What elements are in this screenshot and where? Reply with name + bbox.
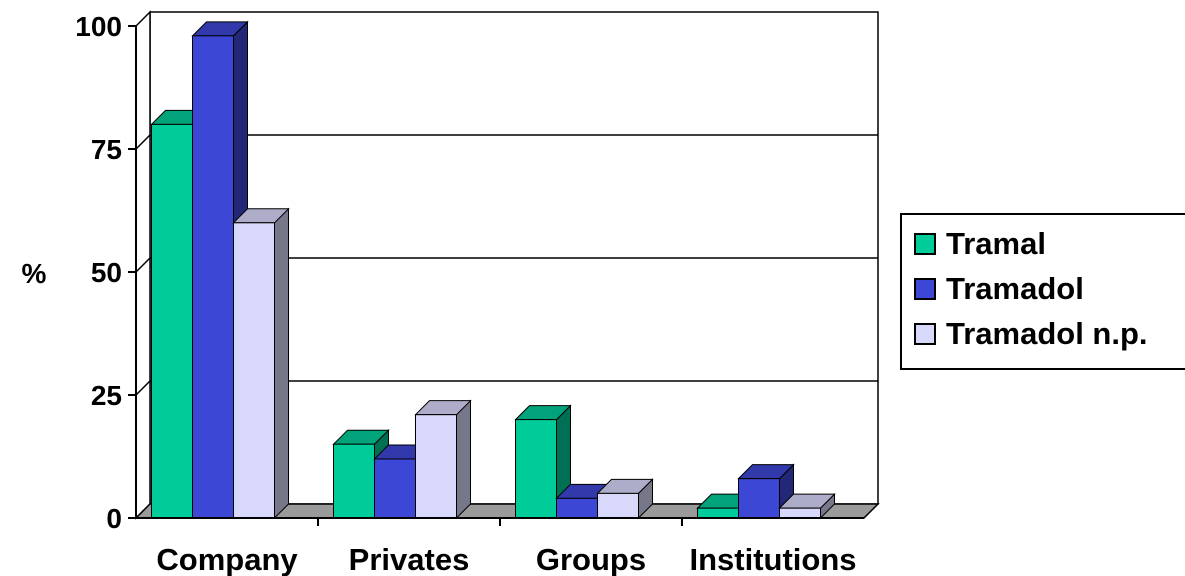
y-tick-labels: 0 25 50 75 100 [75,11,122,534]
bar-front [556,497,598,519]
legend-item: Tramadol [914,271,1084,306]
legend-item: Tramadol n.p. [914,316,1148,351]
bar-front [374,458,416,519]
bar-front [738,478,780,519]
bar-side [274,207,289,520]
y-tick-label: 0 [106,503,122,534]
bar [232,207,290,520]
bar [596,478,654,520]
bar [414,399,472,520]
y-axis-label: % [22,258,47,289]
legend-label: Tramadol n.p. [946,316,1148,351]
legend-swatch [914,233,936,255]
bar-front [415,414,457,519]
y-tick-label: 50 [91,257,122,288]
gridline-side [135,134,151,150]
gridline-side [135,380,151,396]
bar-side [456,399,471,520]
x-category-label: Company [156,542,298,576]
bar-front [233,222,275,519]
bar-front [515,419,557,519]
bar [514,404,572,520]
legend-label: Tramadol [946,271,1084,306]
bar-front [779,507,821,519]
legend: Tramal Tramadol Tramadol n.p. [900,213,1185,370]
bars [150,20,836,520]
y-tick-label: 100 [75,11,122,42]
bar [778,492,836,520]
bar-front [192,35,234,519]
bar-front [151,123,193,519]
bar-front [597,492,639,519]
x-category-label: Institutions [689,542,856,576]
legend-item: Tramal [914,226,1046,261]
x-category-label: Groups [536,542,646,576]
legend-label: Tramal [946,226,1046,261]
gridline-side [135,257,151,273]
axes [128,25,864,526]
y-tick-label: 25 [91,380,122,411]
bar-front [697,507,739,519]
y-tick-label: 75 [91,134,122,165]
legend-swatch [914,278,936,300]
x-category-labels: Company Privates Groups Institutions [156,542,856,576]
legend-swatch [914,323,936,345]
bar-front [333,443,375,519]
x-category-label: Privates [349,542,470,576]
